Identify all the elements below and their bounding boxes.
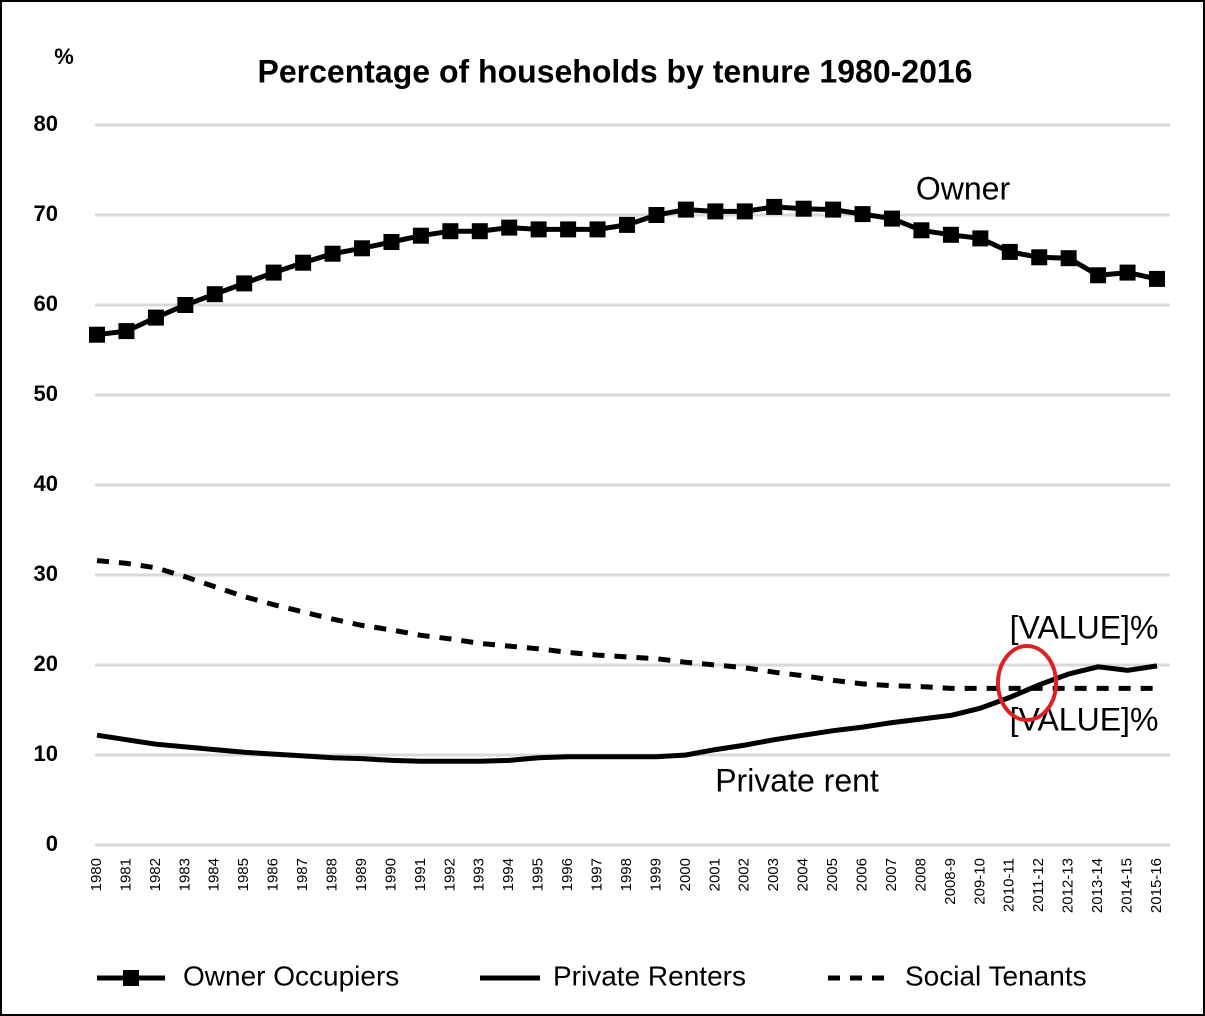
x-tick-label: 1999 (647, 858, 664, 891)
y-axis-label: % (54, 44, 74, 69)
y-tick-label: 70 (34, 201, 58, 226)
data-point (913, 222, 930, 239)
x-tick-label: 2005 (824, 858, 841, 891)
x-tick-label: 2000 (677, 858, 694, 891)
data-point (1090, 267, 1107, 284)
data-point (854, 206, 871, 223)
data-point (825, 201, 842, 218)
data-point (766, 198, 783, 215)
data-point (1060, 250, 1077, 267)
data-point (412, 227, 429, 244)
x-tick-label: 1993 (471, 858, 488, 891)
x-tick-label: 1986 (265, 858, 282, 891)
data-point (1031, 249, 1048, 266)
y-tick-label: 40 (34, 471, 58, 496)
data-point (619, 216, 635, 233)
legend-label: Social Tenants (905, 960, 1087, 991)
x-tick-label: 1981 (117, 858, 134, 891)
data-point (884, 210, 900, 227)
data-point (1149, 270, 1165, 287)
y-tick-label: 80 (34, 111, 58, 136)
data-point (707, 203, 724, 220)
y-tick-label: 20 (34, 651, 58, 676)
x-tick-label: 1990 (382, 858, 399, 891)
x-tick-label: 2008 (912, 858, 929, 891)
x-tick-label: 1992 (441, 858, 458, 891)
x-tick-label: 2012-13 (1060, 858, 1077, 913)
x-tick-label: 1991 (412, 858, 429, 891)
x-tick-label: 2015-16 (1148, 858, 1165, 913)
x-tick-label: 2010-11 (1001, 858, 1018, 912)
x-tick-label: 1997 (589, 858, 606, 891)
data-point (795, 200, 812, 217)
series-line (96, 558, 1157, 691)
data-point (354, 240, 370, 257)
y-tick-label: 0 (46, 831, 58, 856)
x-tick-label: 2011-12 (1030, 858, 1047, 912)
legend-label: Private Renters (553, 960, 746, 991)
x-tick-label: 2002 (736, 858, 753, 891)
data-point (147, 309, 164, 326)
x-tick-label: 2013-14 (1089, 858, 1106, 913)
data-point (1001, 243, 1018, 260)
x-tick-label: 1983 (176, 858, 193, 891)
y-tick-label: 50 (34, 381, 58, 406)
annotation: Private rent (715, 762, 879, 798)
x-tick-label: 2014-15 (1119, 858, 1136, 913)
x-tick-label: 1995 (530, 858, 547, 891)
data-point (295, 254, 312, 271)
x-tick-label: 1989 (353, 858, 370, 891)
y-tick-label: 10 (34, 741, 58, 766)
annotation: Owner (916, 170, 1011, 206)
highlight-circle (996, 644, 1058, 722)
y-tick-label: 60 (34, 291, 58, 316)
data-point (471, 223, 488, 240)
legend-marker (123, 970, 139, 986)
data-point (265, 264, 282, 281)
data-point (972, 230, 989, 247)
x-tick-label: 1987 (294, 858, 311, 891)
y-tick-label: 30 (34, 561, 58, 586)
x-tick-label: 2003 (765, 858, 782, 891)
data-point (383, 234, 400, 250)
data-point (589, 221, 606, 238)
x-tick-label: 1985 (235, 858, 252, 891)
data-point (118, 323, 135, 340)
x-tick-label: 1984 (206, 858, 223, 891)
data-point (942, 226, 959, 243)
x-tick-label: 2004 (795, 858, 812, 891)
data-point (560, 221, 577, 238)
data-point (89, 326, 105, 343)
data-point (442, 223, 459, 240)
data-point (677, 201, 694, 218)
x-tick-label: 1996 (559, 858, 576, 891)
data-point (236, 275, 253, 292)
x-tick-label: 209-10 (971, 858, 988, 905)
x-tick-label: 1994 (500, 858, 517, 891)
x-tick-label: 2007 (883, 858, 900, 891)
data-point (501, 219, 518, 236)
x-tick-label: 2006 (854, 858, 871, 891)
series-line (96, 663, 1158, 764)
data-point (177, 297, 194, 313)
data-point (206, 286, 223, 303)
x-tick-label: 1982 (147, 858, 164, 891)
annotation: [VALUE]% (1010, 609, 1159, 645)
x-tick-label: 1988 (324, 858, 341, 891)
x-tick-label: 2008-9 (942, 858, 959, 905)
data-point (648, 207, 665, 223)
data-point (530, 221, 547, 238)
x-tick-label: 2001 (706, 858, 723, 891)
legend-label: Owner Occupiers (183, 960, 399, 991)
data-point (1119, 264, 1136, 281)
x-tick-label: 1980 (88, 858, 105, 891)
data-point (324, 245, 341, 262)
x-tick-label: 1998 (618, 858, 635, 891)
chart-title: Percentage of households by tenure 1980-… (258, 53, 973, 89)
data-point (736, 203, 753, 220)
